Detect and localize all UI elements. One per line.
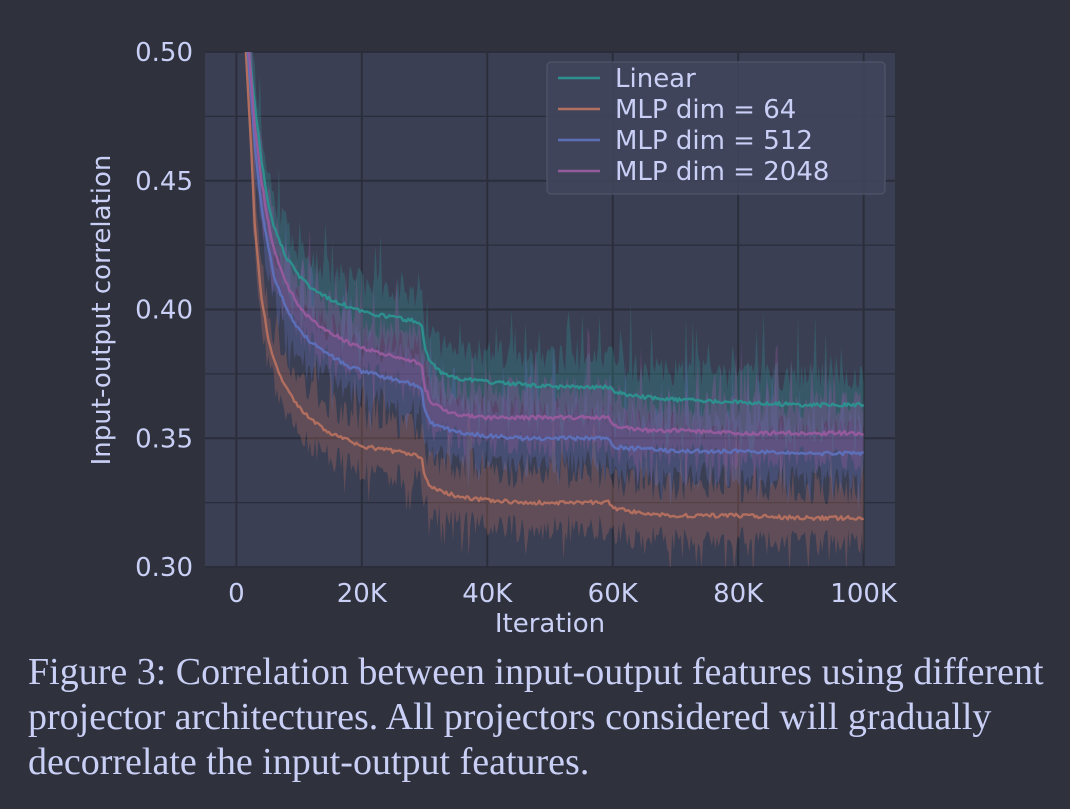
legend-label: MLP dim = 2048 [615,157,829,187]
figure-caption: Figure 3: Correlation between input-outp… [28,651,1044,783]
series-band-2 [244,52,864,514]
x-tick-label: 100K [830,579,898,609]
x-axis-label: Iteration [495,609,605,639]
series-band-0 [245,52,864,460]
legend-label: MLP dim = 64 [615,95,796,125]
series-lines [244,52,865,522]
series-line-0 [247,52,865,408]
chart: 0 20K 40K 60K 80K 100K 0.30 0.35 0.40 0.45 0.50 It… [87,38,898,639]
y-tick-label: 0.30 [135,553,193,583]
x-tick-label: 20K [337,579,388,609]
x-tick-label: 60K [588,579,639,609]
y-tick-label: 0.40 [135,296,193,326]
y-tick-label: 0.35 [135,424,193,454]
x-tick-label: 80K [713,579,764,609]
x-tick-label: 40K [462,579,513,609]
series-line-2 [246,52,864,457]
legend-label: MLP dim = 512 [615,126,813,156]
series-line-3 [247,52,864,437]
y-tick-label: 0.45 [135,167,193,197]
tick-labels: 0 20K 40K 60K 80K 100K 0.30 0.35 0.40 0.45 0.50 [135,38,898,609]
y-tick-label: 0.50 [135,38,193,68]
series-line-1 [244,52,865,522]
y-axis-label: Input-output correlation [87,155,117,466]
series-band-1 [244,52,864,567]
legend-box [546,61,886,195]
legend-label: Linear [615,64,696,94]
x-tick-label: 0 [228,579,245,609]
